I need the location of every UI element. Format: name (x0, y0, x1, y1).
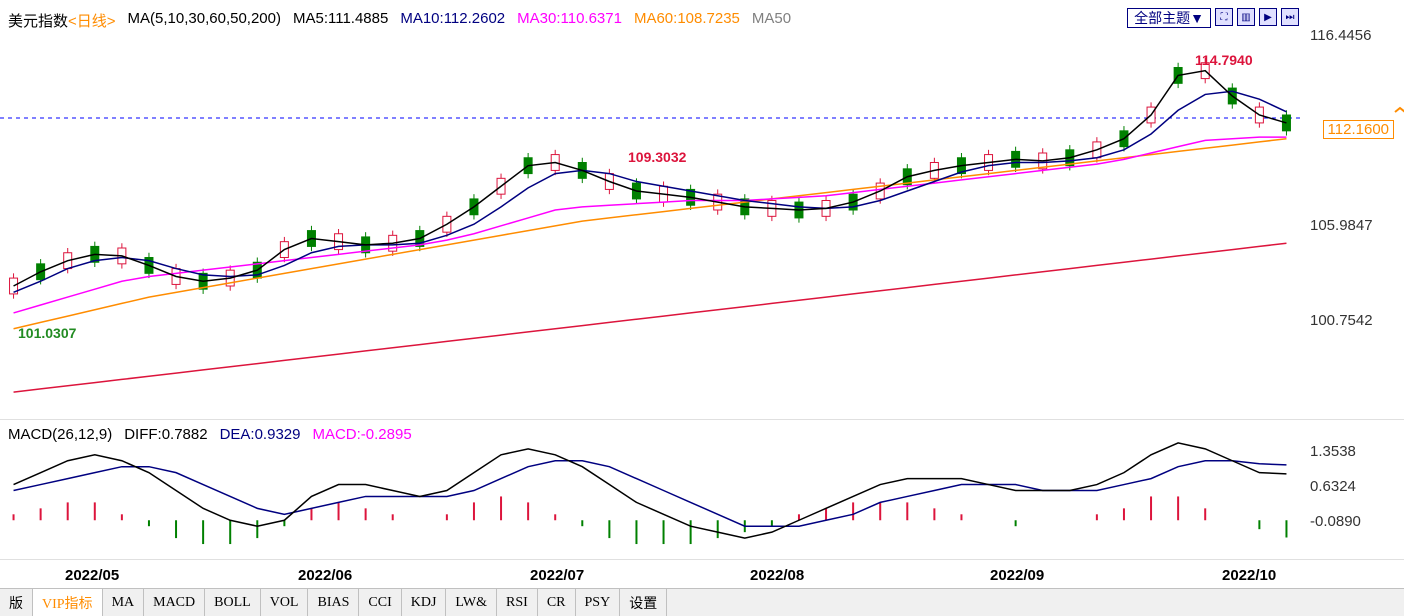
macd-y-label: -0.0890 (1310, 513, 1361, 530)
y-label: 100.7542 (1310, 312, 1373, 329)
main-chart-area[interactable]: 美元指数<日线> MA(5,10,30,60,50,200) MA5:111.4… (0, 0, 1404, 420)
x-axis: 2022/05 2022/06 2022/07 2022/08 2022/09 2022/… (0, 560, 1404, 588)
tab-kdj[interactable]: KDJ (402, 589, 447, 616)
indicator-tabs[interactable]: 版 VIP指标 MA MACD BOLL VOL BIAS CCI KDJ LW& RSI CR PSY… (0, 588, 1404, 616)
tab-版[interactable]: 版 (0, 589, 33, 616)
tab-psy[interactable]: PSY (576, 589, 621, 616)
ma-legend: 美元指数<日线> MA(5,10,30,60,50,200) MA5:111.4… (8, 10, 792, 30)
tab-cci[interactable]: CCI (359, 589, 402, 616)
tab-macd[interactable]: MACD (144, 589, 206, 616)
macd-y-label: 0.6324 (1310, 478, 1356, 495)
current-price-arrow (1394, 106, 1404, 113)
y-label: 105.9847 (1310, 217, 1373, 234)
x-label: 2022/07 (530, 567, 584, 584)
line-ma200 (13, 242, 1287, 393)
line-ma10 (13, 90, 1287, 294)
tab-rsi[interactable]: RSI (497, 589, 538, 616)
macd-chart-area[interactable]: MACD(26,12,9) DIFF:0.7882 DEA:0.9329 MAC… (0, 421, 1404, 560)
macd-svg: 1.3538 0.6324 -0.0890 (12, 442, 1361, 545)
tab-vol[interactable]: VOL (261, 589, 309, 616)
tab-bias[interactable]: BIAS (308, 589, 360, 616)
split-icon[interactable]: ▥ (1237, 8, 1255, 26)
tab-vip指标[interactable]: VIP指标 (33, 589, 103, 616)
x-label: 2022/05 (65, 567, 119, 584)
play-icon[interactable]: ▶ (1259, 8, 1277, 26)
tab-boll[interactable]: BOLL (205, 589, 261, 616)
y-label: 116.4456 (1310, 27, 1371, 44)
line-ma60 (13, 138, 1287, 330)
chart-toolbar[interactable]: 全部主题▼ ⛶ ▥ ▶ ⏭ (1127, 8, 1299, 28)
x-label: 2022/09 (990, 567, 1044, 584)
tab-设置[interactable]: 设置 (620, 589, 668, 616)
label-high: 114.7940 (1195, 52, 1253, 68)
main-svg: 114.7940 109.3032 101.0307 116.4456 105.9… (0, 27, 1404, 393)
line-dea (13, 460, 1287, 527)
tab-lw&[interactable]: LW& (446, 589, 498, 616)
x-label: 2022/06 (298, 567, 352, 584)
x-label: 2022/10 (1222, 567, 1276, 584)
line-diff (13, 442, 1287, 539)
tab-ma[interactable]: MA (103, 589, 145, 616)
line-ma30 (13, 136, 1287, 314)
tab-cr[interactable]: CR (538, 589, 576, 616)
next-icon[interactable]: ⏭ (1281, 8, 1299, 26)
label-low: 101.0307 (18, 325, 77, 341)
label-mid-high: 109.3032 (628, 149, 687, 165)
theme-dropdown[interactable]: 全部主题▼ (1127, 8, 1211, 28)
current-price-badge: 112.1600 (1322, 120, 1394, 139)
line-ma5 (13, 69, 1287, 287)
x-label: 2022/08 (750, 567, 804, 584)
macd-legend: MACD(26,12,9) DIFF:0.7882 DEA:0.9329 MAC… (8, 426, 412, 443)
macd-y-label: 1.3538 (1310, 443, 1356, 460)
zoom-icon[interactable]: ⛶ (1215, 8, 1233, 26)
